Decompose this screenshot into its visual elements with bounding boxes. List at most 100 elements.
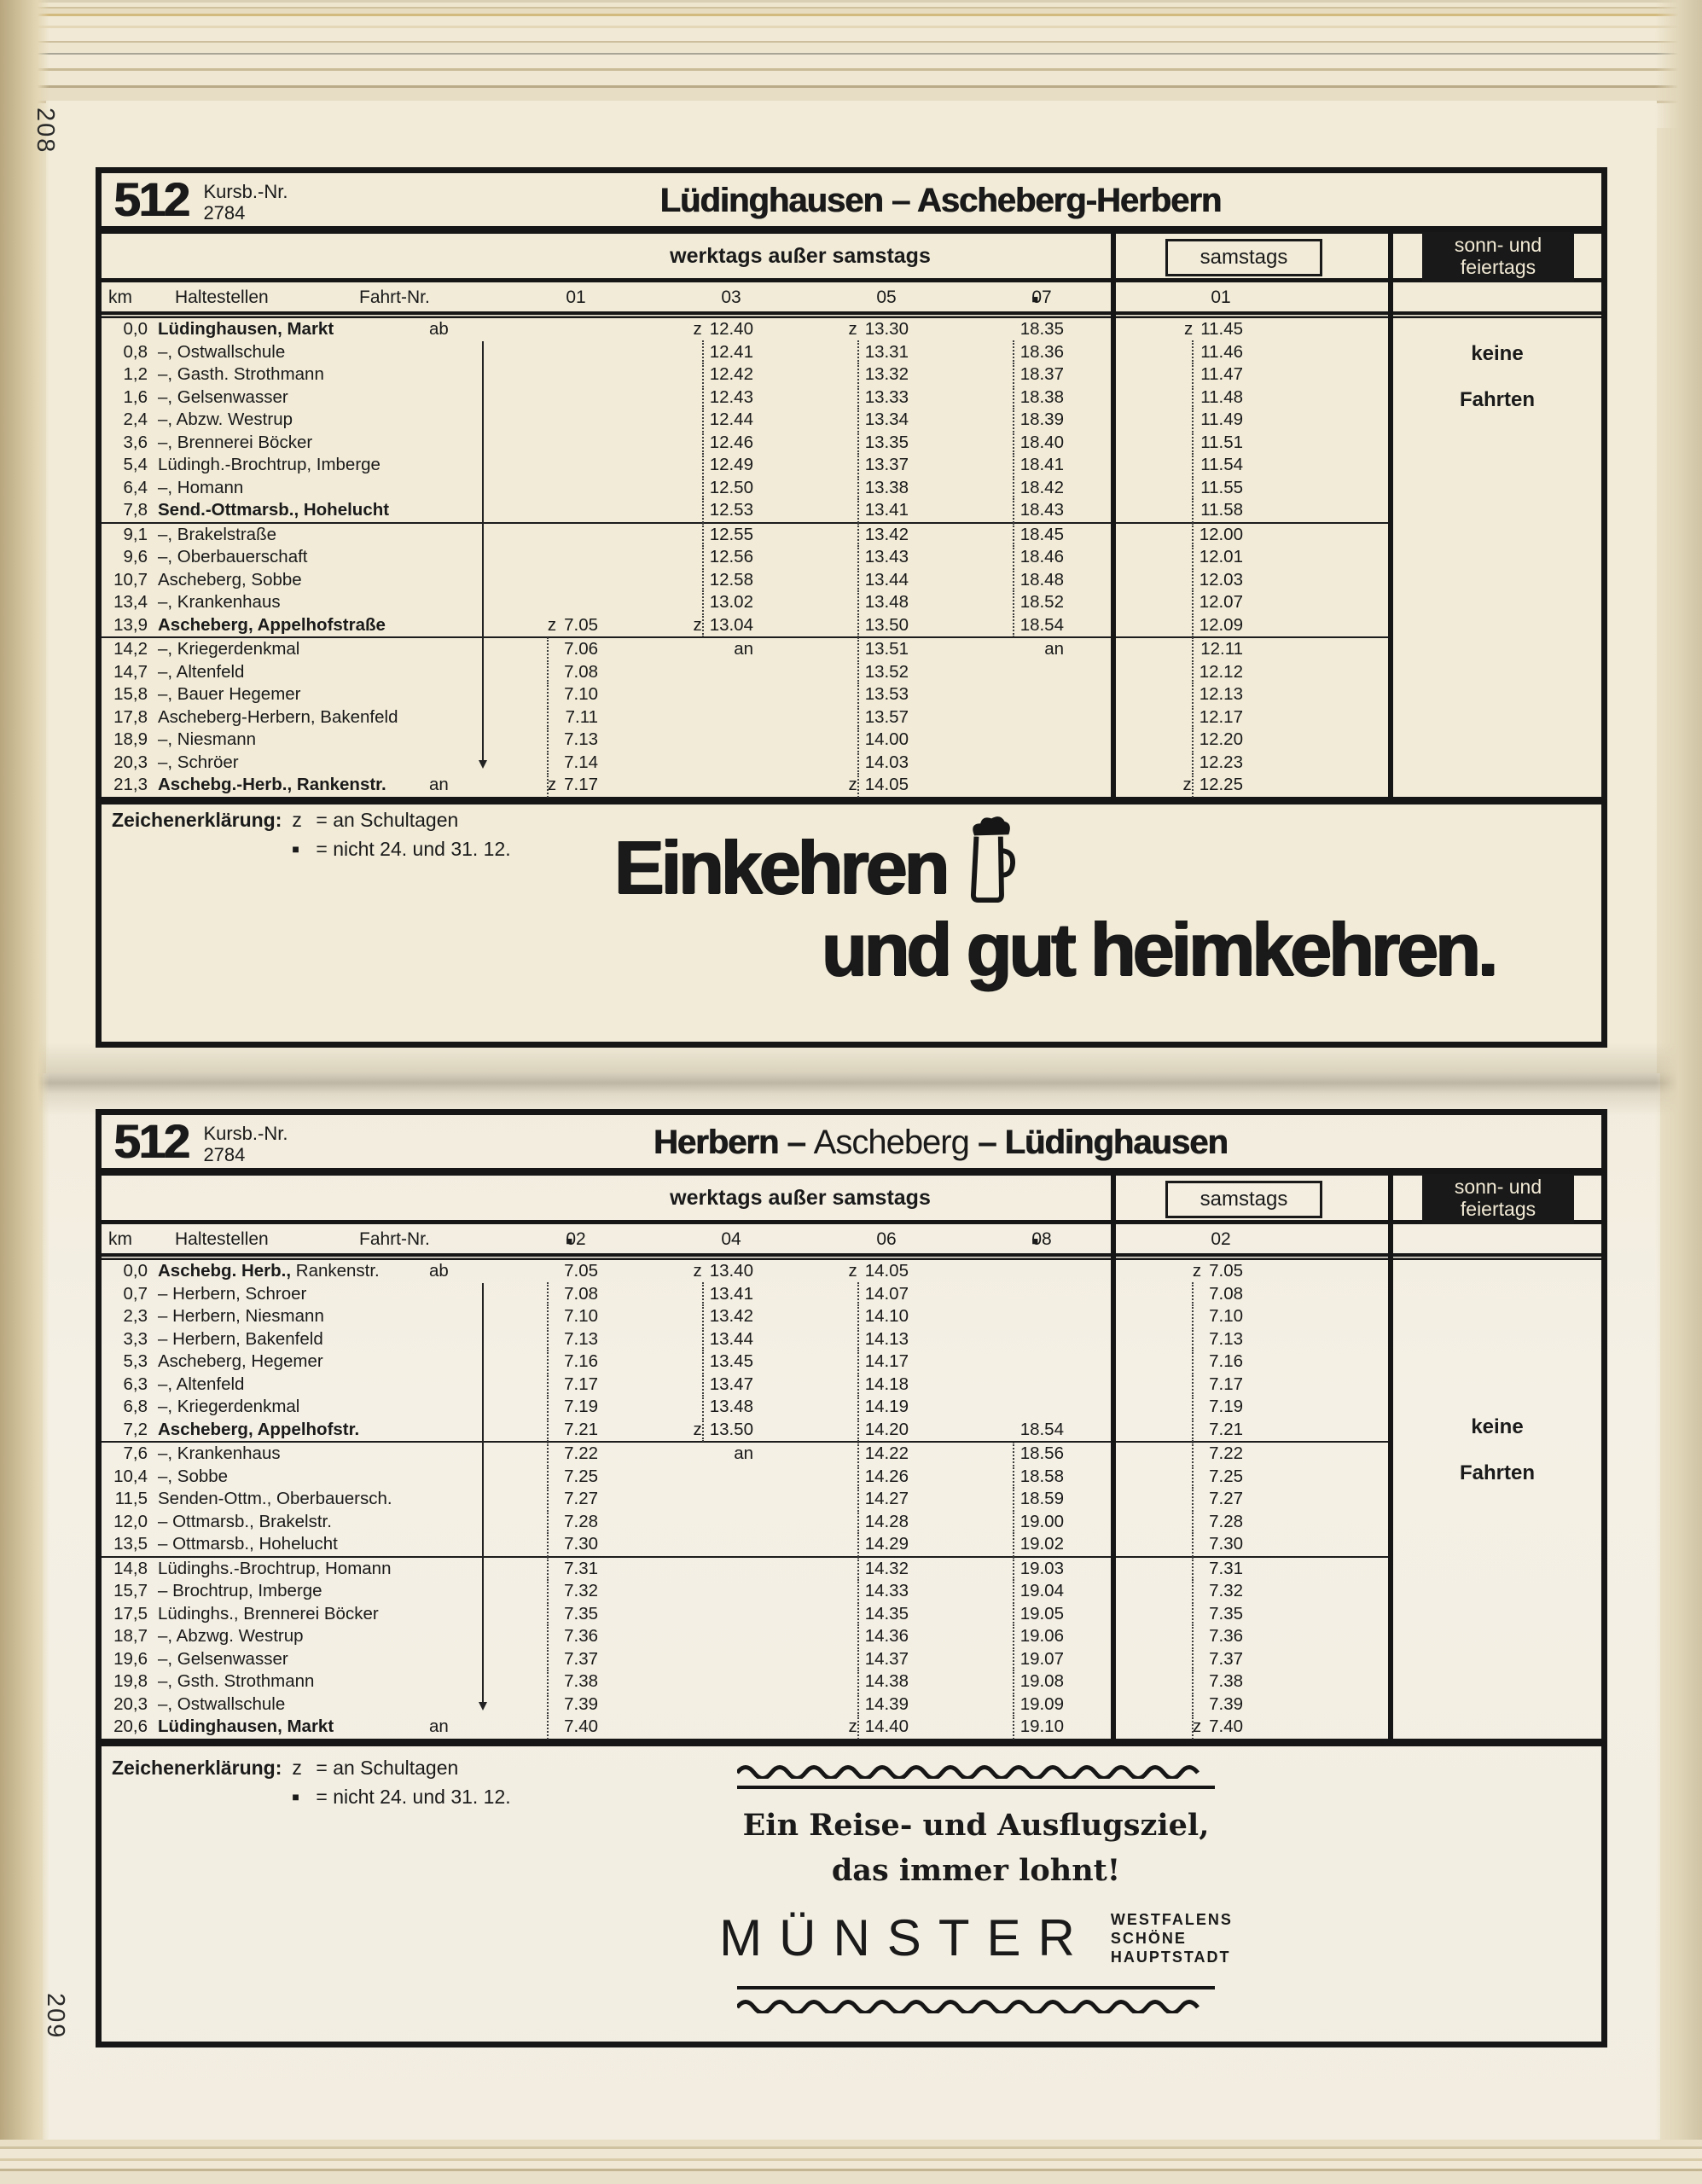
time-value: 12.40 bbox=[709, 319, 753, 340]
station-name: –, Schröer bbox=[158, 752, 239, 772]
time-cell: z 14.40 bbox=[800, 1715, 956, 1739]
ab-an-cell bbox=[417, 1418, 490, 1443]
arrival-mark: an bbox=[1044, 639, 1064, 659]
time-cell: 13.45 bbox=[645, 1350, 800, 1374]
time-cell: 18.58 bbox=[956, 1464, 1111, 1489]
time-cell: 7.17 bbox=[490, 1372, 645, 1397]
ab-an-cell bbox=[417, 386, 490, 410]
km-cell: 13,9 bbox=[102, 613, 156, 638]
time-value: 7.31 bbox=[564, 1558, 598, 1578]
station-name: –, Gasth. Strothmann bbox=[158, 364, 324, 385]
ab-an-cell bbox=[417, 683, 490, 706]
time-cell: 12.09 bbox=[1111, 613, 1388, 638]
time-value: 18.54 bbox=[1019, 614, 1064, 635]
station-cell: –, Abzw. Westrup bbox=[156, 409, 417, 432]
time-value: 13.02 bbox=[709, 592, 753, 613]
time-cell: z 13.40 bbox=[645, 1260, 800, 1283]
time-cell: 19.05 bbox=[956, 1601, 1111, 1626]
station-cell: –, Ostwallschule bbox=[156, 1693, 417, 1716]
time-cell: 7.39 bbox=[490, 1692, 645, 1716]
time-value: 19.07 bbox=[1019, 1648, 1064, 1669]
km-cell: 6,8 bbox=[123, 1397, 148, 1417]
filler-cell bbox=[1388, 752, 1601, 775]
time-cell: 14.29 bbox=[800, 1532, 956, 1558]
km-cell: 19,6 bbox=[113, 1648, 148, 1669]
station-name: –, Sobbe bbox=[158, 1466, 229, 1486]
km-cell: 20,6 bbox=[113, 1716, 148, 1737]
time-cell: 19.07 bbox=[956, 1647, 1111, 1671]
time-value: 7.36 bbox=[564, 1626, 598, 1647]
time-cell: 7.10 bbox=[1111, 1304, 1388, 1328]
ab-an-cell bbox=[417, 613, 490, 638]
time-value: 14.22 bbox=[864, 1443, 909, 1464]
wavy-divider-icon bbox=[737, 1765, 1200, 1779]
time-value: 7.35 bbox=[564, 1603, 598, 1623]
time-cell: 7.36 bbox=[1111, 1624, 1388, 1648]
time-cell: 13.51 bbox=[800, 636, 956, 661]
timetable-row: 10,4 –, Sobbe 7.25 14.26 18.58 7.25 bbox=[102, 1464, 1601, 1489]
time-cell: 7.28 bbox=[490, 1509, 645, 1534]
time-cell bbox=[645, 1693, 800, 1716]
route-direction-arrow bbox=[479, 1283, 487, 1711]
time-value: 13.43 bbox=[864, 547, 909, 567]
station-name: Senden-Ottm., Oberbauersch. bbox=[158, 1489, 392, 1509]
ab-an-cell bbox=[417, 1328, 490, 1351]
time-value: 12.44 bbox=[709, 410, 753, 430]
time-cell bbox=[645, 1488, 800, 1511]
timetable-row: 7,8 Send.-Ottmarsb., Hohelucht 12.53 13.41 1… bbox=[102, 498, 1601, 524]
filler-cell bbox=[1388, 1557, 1601, 1581]
filler-cell bbox=[1388, 454, 1601, 477]
kursbuch-value: 2784 bbox=[203, 202, 246, 224]
stops-header: Haltestellen bbox=[175, 288, 269, 307]
ab-an-cell: ab bbox=[429, 1261, 449, 1281]
time-cell: 13.34 bbox=[800, 408, 956, 432]
time-value: 19.04 bbox=[1019, 1581, 1064, 1601]
station-name: –, Abzwg. Westrup bbox=[158, 1626, 304, 1647]
time-cell: 13.48 bbox=[645, 1395, 800, 1419]
time-cell: 12.49 bbox=[645, 453, 800, 477]
time-value: 7.06 bbox=[564, 639, 598, 659]
km-cell: 13,5 bbox=[102, 1533, 156, 1558]
station-name: Lüdinghs.-Brochtrup, Homann bbox=[158, 1558, 392, 1578]
time-value: 14.39 bbox=[864, 1693, 909, 1714]
ab-an-cell bbox=[417, 1648, 490, 1671]
time-cell bbox=[490, 409, 645, 432]
legend-text: = nicht 24. und 31. 12. bbox=[316, 838, 511, 860]
time-cell bbox=[956, 1283, 1111, 1306]
time-value: 7.38 bbox=[1209, 1671, 1243, 1692]
time-cell: 7.19 bbox=[490, 1395, 645, 1419]
time-cell: 18.39 bbox=[956, 408, 1111, 432]
time-cell: 13.43 bbox=[800, 545, 956, 569]
time-value: 18.52 bbox=[1019, 592, 1064, 613]
time-value: 12.25 bbox=[1199, 775, 1243, 795]
muenster-logo: MÜNSTER bbox=[719, 1909, 1092, 1966]
km-cell: 15,8 bbox=[113, 684, 148, 705]
filler-cell bbox=[1388, 1328, 1601, 1351]
time-value: 7.11 bbox=[565, 706, 598, 727]
time-cell bbox=[490, 546, 645, 569]
time-cell: 12.44 bbox=[645, 408, 800, 432]
km-cell: 18,7 bbox=[113, 1626, 148, 1647]
timetable-header: 512 Kursb.-Nr. 2784 Lüdinghausen – Asche… bbox=[102, 173, 1601, 226]
station-cell: Lüdinghausen, Markt bbox=[156, 1716, 417, 1739]
station-cell: Lüdinghs.-Brochtrup, Homann bbox=[156, 1557, 417, 1581]
column-header-rule bbox=[102, 311, 1601, 318]
time-cell: 19.09 bbox=[956, 1692, 1111, 1716]
kursbuch-label: Kursb.-Nr. bbox=[203, 181, 288, 202]
time-value: 7.39 bbox=[1209, 1693, 1243, 1714]
time-cell: 13.42 bbox=[800, 521, 956, 547]
station-cell: –, Schröer bbox=[156, 752, 417, 775]
school-days-mark: z bbox=[693, 614, 702, 635]
time-cell: 7.08 bbox=[1111, 1281, 1388, 1306]
time-value: 7.28 bbox=[564, 1511, 598, 1531]
time-value: 13.44 bbox=[709, 1328, 753, 1349]
beer-ad: Einkehren und gut heimkehren. bbox=[613, 816, 1497, 989]
column-divider bbox=[1111, 1172, 1116, 1740]
time-cell: 14.13 bbox=[800, 1327, 956, 1351]
time-cell: 13.41 bbox=[645, 1281, 800, 1306]
timetable-row: 14,2 –, Kriegerdenkmal 7.06 an 13.51 an 12.11 bbox=[102, 636, 1601, 661]
time-value: 11.46 bbox=[1200, 341, 1243, 362]
school-days-mark: z bbox=[693, 319, 702, 340]
time-cell: 18.48 bbox=[956, 567, 1111, 592]
station-name: – Ottmarsb., Hohelucht bbox=[158, 1534, 338, 1554]
